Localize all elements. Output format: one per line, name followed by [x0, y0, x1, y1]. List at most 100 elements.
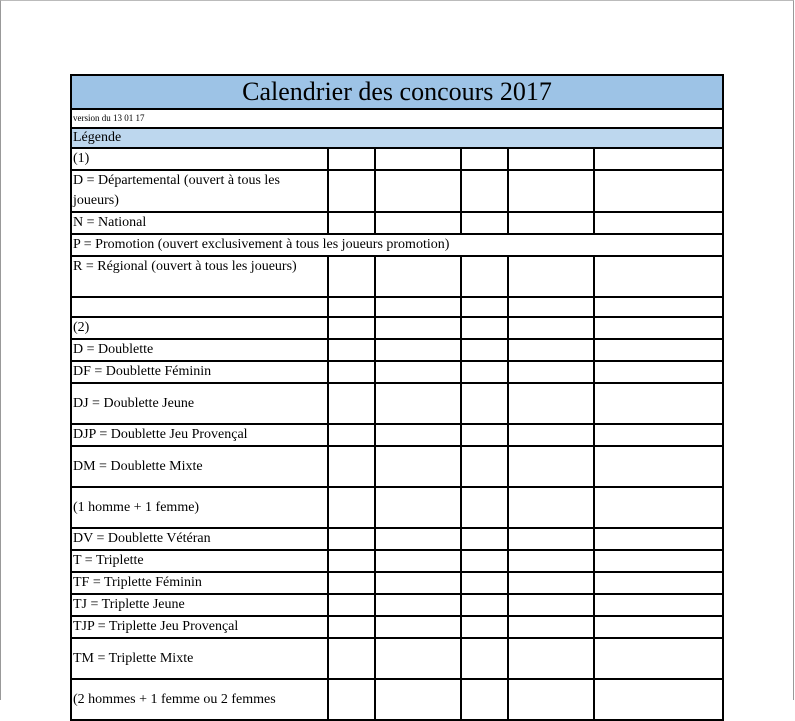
empty-cell — [327, 338, 376, 362]
empty-cell — [507, 571, 595, 595]
empty-cell — [592, 316, 725, 340]
empty-cell — [592, 211, 725, 235]
empty-cell — [592, 360, 725, 384]
empty-cell — [460, 593, 509, 617]
table-row: D = Doublette — [70, 338, 725, 362]
empty-cell — [592, 338, 725, 362]
empty-cell — [507, 169, 595, 213]
empty-cell — [507, 527, 595, 551]
empty-cell — [460, 527, 509, 551]
table-row: (2 hommes + 1 femme ou 2 femmes — [70, 678, 725, 721]
empty-cell — [374, 571, 462, 595]
empty-cell — [507, 678, 595, 721]
empty-cell — [374, 593, 462, 617]
legend-cell: TF = Triplette Féminin — [70, 571, 329, 595]
legend-cell: R = Régional (ouvert à tous les joueurs) — [70, 255, 329, 298]
table-row: TJP = Triplette Jeu Provençal — [70, 615, 725, 639]
empty-cell — [460, 615, 509, 639]
empty-cell — [374, 615, 462, 639]
table-row: TJ = Triplette Jeune — [70, 593, 725, 617]
empty-cell — [327, 678, 376, 721]
empty-cell — [327, 571, 376, 595]
empty-cell — [507, 637, 595, 680]
empty-cell — [592, 255, 725, 298]
version-label: version du 13 01 17 — [69, 108, 725, 129]
empty-cell — [327, 316, 376, 340]
empty-cell — [592, 445, 725, 488]
empty-cell — [507, 147, 595, 171]
empty-cell — [374, 637, 462, 680]
table-row: N = National — [70, 211, 725, 235]
empty-cell — [327, 382, 376, 425]
legend-cell: P = Promotion (ouvert exclusivement à to… — [69, 233, 725, 257]
table-row: (1) — [70, 147, 725, 171]
empty-cell — [507, 255, 595, 298]
empty-cell — [592, 486, 725, 529]
legend-cell: DF = Doublette Féminin — [70, 360, 329, 384]
table-row: D = Départemental (ouvert à tous les jou… — [70, 169, 725, 213]
empty-cell — [327, 169, 376, 213]
empty-cell — [592, 147, 725, 171]
table-row: DM = Doublette Mixte — [70, 445, 725, 488]
empty-cell — [507, 615, 595, 639]
page-title: Calendrier des concours 2017 — [69, 74, 725, 110]
legend-cell — [70, 296, 329, 318]
empty-cell — [374, 423, 462, 447]
empty-cell — [460, 316, 509, 340]
empty-cell — [327, 147, 376, 171]
empty-cell — [460, 486, 509, 529]
empty-cell — [374, 316, 462, 340]
empty-cell — [374, 169, 462, 213]
empty-cell — [374, 527, 462, 551]
empty-cell — [460, 211, 509, 235]
empty-cell — [327, 615, 376, 639]
legend-cell: (1 homme + 1 femme) — [70, 486, 329, 529]
empty-cell — [460, 382, 509, 425]
legend-cell: (1) — [70, 147, 329, 171]
calendar-table: Calendrier des concours 2017 version du … — [69, 74, 725, 721]
empty-cell — [327, 296, 376, 318]
empty-cell — [592, 296, 725, 318]
empty-cell — [592, 382, 725, 425]
empty-cell — [327, 423, 376, 447]
empty-cell — [507, 296, 595, 318]
empty-cell — [374, 296, 462, 318]
empty-cell — [507, 423, 595, 447]
empty-cell — [460, 147, 509, 171]
empty-cell — [507, 338, 595, 362]
empty-cell — [592, 549, 725, 573]
table-row: T = Triplette — [70, 549, 725, 573]
empty-cell — [592, 637, 725, 680]
empty-cell — [507, 593, 595, 617]
legend-cell: D = Départemental (ouvert à tous les jou… — [70, 169, 329, 213]
empty-cell — [592, 169, 725, 213]
table-row: DJP = Doublette Jeu Provençal — [70, 423, 725, 447]
table-row: DJ = Doublette Jeune — [70, 382, 725, 425]
empty-cell — [592, 593, 725, 617]
table-row: TM = Triplette Mixte — [70, 637, 725, 680]
legend-cell: DJP = Doublette Jeu Provençal — [70, 423, 329, 447]
empty-cell — [460, 169, 509, 213]
empty-cell — [507, 486, 595, 529]
legend-cell: TJP = Triplette Jeu Provençal — [70, 615, 329, 639]
empty-cell — [327, 360, 376, 384]
legend-cell: DV = Doublette Vétéran — [70, 527, 329, 551]
table-row: (2) — [70, 316, 725, 340]
empty-cell — [507, 316, 595, 340]
empty-cell — [374, 382, 462, 425]
empty-cell — [374, 211, 462, 235]
table-row: TF = Triplette Féminin — [70, 571, 725, 595]
legend-cell: DJ = Doublette Jeune — [70, 382, 329, 425]
empty-cell — [327, 549, 376, 573]
table-row: P = Promotion (ouvert exclusivement à to… — [69, 233, 725, 257]
empty-cell — [460, 423, 509, 447]
legend-cell: TM = Triplette Mixte — [70, 637, 329, 680]
legend-cell: N = National — [70, 211, 329, 235]
empty-cell — [327, 593, 376, 617]
empty-cell — [374, 147, 462, 171]
empty-cell — [592, 678, 725, 721]
empty-cell — [327, 445, 376, 488]
empty-cell — [374, 678, 462, 721]
table-row: DF = Doublette Féminin — [70, 360, 725, 384]
